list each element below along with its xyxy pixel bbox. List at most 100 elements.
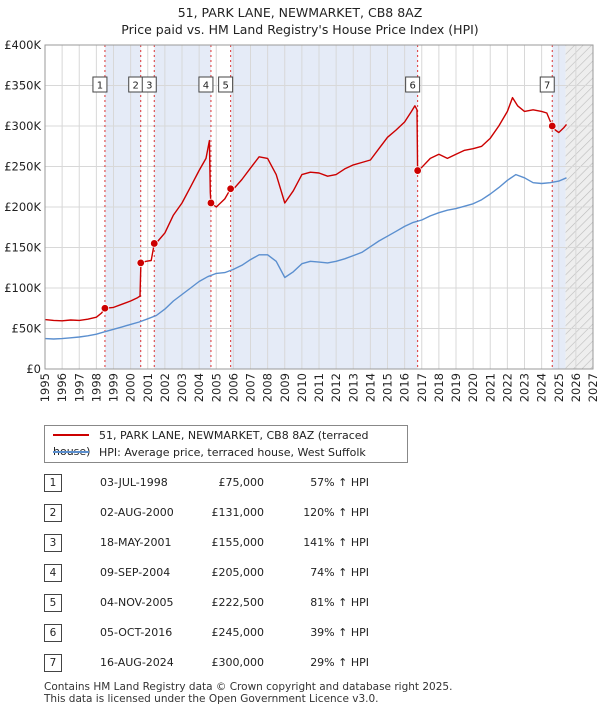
sale-label: 1 [97,81,103,92]
sale-number: 2 [44,504,62,522]
x-tick-label: 2004 [192,373,206,402]
sale-price: £155,000 [211,536,265,549]
legend-swatch-property [53,434,89,436]
x-tick-label: 2005 [209,373,223,402]
x-tick-label: 2016 [398,373,412,402]
x-tick-label: 2000 [124,373,138,402]
sale-price: £245,000 [211,626,265,639]
sale-price: £75,000 [218,476,265,489]
sale-point [150,239,159,248]
sale-point [136,258,145,268]
x-tick-label: 2012 [329,373,343,402]
x-tick-label: 2003 [175,373,189,402]
sale-date: 02-AUG-2000 [100,506,174,519]
sale-date: 04-NOV-2005 [100,596,174,609]
x-tick-label: 2007 [244,373,258,402]
sale-number: 1 [44,474,62,492]
x-tick-label: 1999 [107,373,121,402]
sale-point [206,198,216,208]
x-tick-label: 2013 [346,373,360,402]
x-tick-label: 2021 [483,373,497,402]
x-tick-label: 2025 [552,373,566,402]
table-row: 2 02-AUG-2000 £131,000 120% ↑ HPI [44,504,374,522]
sale-hpi-change: 120% ↑ HPI [303,506,369,519]
sale-point [413,166,422,175]
y-tick-label: £100K [4,281,41,295]
x-tick-label: 2020 [466,373,480,402]
y-tick-label: £400K [4,38,41,52]
x-tick-label: 1997 [72,373,86,402]
sale-label-box [218,76,234,93]
legend-label-hpi: HPI: Average price, terraced house, West… [99,446,366,459]
sale-date: 18-MAY-2001 [100,536,172,549]
x-tick-label: 2001 [141,373,155,402]
x-tick-label: 2017 [415,373,429,402]
table-row: 4 09-SEP-2004 £205,000 74% ↑ HPI [44,564,374,582]
table-row: 6 05-OCT-2016 £245,000 39% ↑ HPI [44,624,374,642]
sale-label: 3 [146,81,152,92]
x-tick-label: 2027 [586,373,600,402]
sale-price: £300,000 [211,656,265,669]
sale-date: 09-SEP-2004 [100,566,171,579]
sale-number: 4 [44,564,62,582]
x-tick-label: 2006 [226,373,240,402]
x-tick-label: 2026 [569,373,583,402]
legend: 51, PARK LANE, NEWMARKET, CB8 8AZ (terra… [44,425,408,463]
y-tick-label: £250K [4,160,41,174]
table-row: 3 18-MAY-2001 £155,000 141% ↑ HPI [44,534,374,552]
x-tick-label: 2008 [261,373,275,402]
y-tick-label: £150K [4,241,41,255]
x-tick-label: 2018 [432,373,446,402]
x-tick-label: 1995 [38,373,52,402]
y-tick-label: £50K [12,322,42,336]
table-row: 5 04-NOV-2005 £222,500 81% ↑ HPI [44,594,374,612]
footer-licence: This data is licensed under the Open Gov… [44,693,379,705]
sale-hpi-change: 29% ↑ HPI [310,656,369,669]
table-row: 7 16-AUG-2024 £300,000 29% ↑ HPI [44,654,374,672]
property-price-line [44,96,568,322]
legend-label-property: 51, PARK LANE, NEWMARKET, CB8 8AZ (terra… [53,429,369,458]
x-tick-label: 2014 [363,373,377,402]
sale-label-box [198,76,214,93]
sale-hpi-change: 57% ↑ HPI [310,476,369,489]
legend-item-property: 51, PARK LANE, NEWMARKET, CB8 8AZ (terra… [53,428,407,458]
plot-frame [44,44,594,370]
sale-date: 05-OCT-2016 [100,626,173,639]
sale-price: £131,000 [211,506,265,519]
sale-label-box [539,76,555,93]
sale-label: 5 [222,81,228,92]
sale-point [548,121,557,131]
hpi-line [44,173,567,340]
sale-number: 3 [44,534,62,552]
x-tick-label: 2024 [535,373,549,402]
sale-date: 03-JUL-1998 [100,476,168,489]
legend-item-hpi: HPI: Average price, terraced house, West… [53,445,366,461]
sale-number: 5 [44,594,62,612]
footer-copyright: Contains HM Land Registry data © Crown c… [44,681,453,693]
footer: Contains HM Land Registry data © Crown c… [44,681,452,705]
sale-label: 6 [409,81,415,92]
x-tick-label: 2009 [278,373,292,402]
table-row: 1 03-JUL-1998 £75,000 57% ↑ HPI [44,474,374,492]
sale-price: £205,000 [211,566,265,579]
sale-point [100,304,110,313]
x-tick-label: 2023 [518,373,532,402]
x-tick-label: 1998 [89,373,103,402]
chart-title: 51, PARK LANE, NEWMARKET, CB8 8AZ Price … [0,4,600,38]
x-tick-label: 2015 [381,373,395,402]
price-chart: 1 2 3 4 5 6 7£0£50K£100K£150K£200K£250K£300K£3… [4,38,600,402]
x-tick-label: 2010 [295,373,309,402]
sale-date: 16-AUG-2024 [100,656,174,669]
sale-label: 7 [544,81,550,92]
sale-label: 4 [203,81,209,92]
x-tick-label: 2002 [158,373,172,402]
y-tick-label: £350K [4,79,41,93]
x-tick-label: 1996 [55,373,69,402]
sale-hpi-change: 74% ↑ HPI [310,566,369,579]
x-tick-label: 2022 [500,373,514,402]
sale-label-box [141,76,157,93]
y-tick-label: £300K [4,119,41,133]
legend-swatch-hpi [53,451,89,453]
sale-label: 2 [133,81,139,92]
sale-number: 7 [44,654,62,672]
